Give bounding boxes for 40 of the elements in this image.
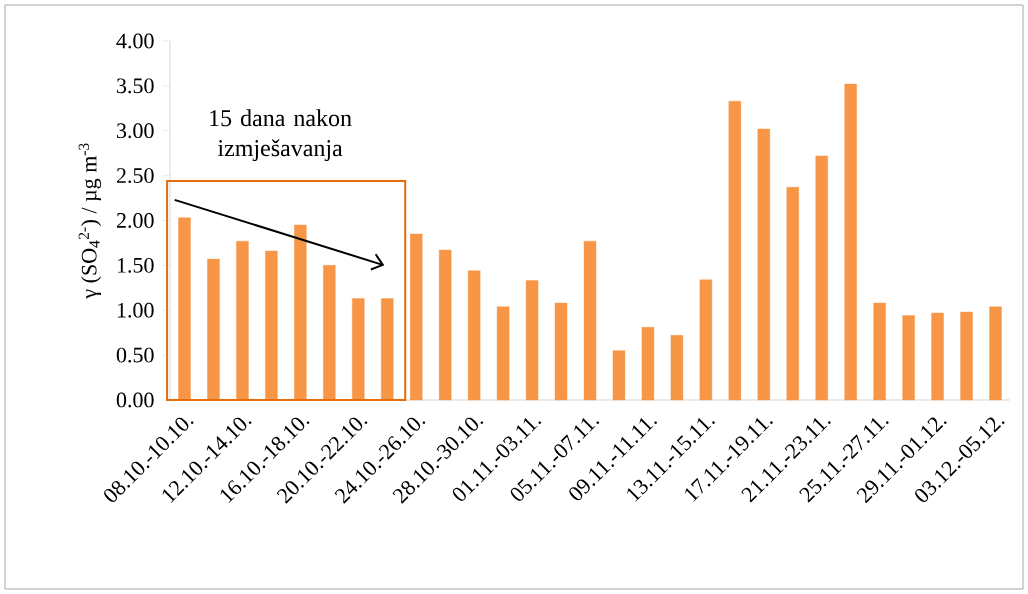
y-tick-label: 4.00 [116, 33, 154, 49]
bar [670, 335, 684, 401]
bar [612, 350, 626, 401]
y-tick-label: 2.00 [116, 213, 154, 228]
bar [902, 315, 915, 401]
bar [989, 306, 1002, 401]
bar [525, 280, 539, 401]
annotation: 15 dana nakon izmješavanja [210, 109, 352, 162]
y-tick-label: 3.50 [117, 78, 154, 94]
bar [960, 311, 973, 401]
y-tick-label: 3.00 [117, 123, 154, 139]
bar [583, 240, 597, 401]
bar [873, 302, 886, 401]
bar [467, 270, 481, 401]
bar [728, 100, 742, 401]
y-tick-label: 1.50 [117, 257, 154, 273]
bar [699, 279, 713, 401]
y-tick-label: 0.00 [116, 392, 154, 408]
bar [815, 155, 828, 401]
bar [641, 327, 655, 401]
bar [757, 128, 770, 401]
y-tick-label: 1.00 [117, 302, 154, 318]
y-axis-title: γ (SO$_{4}$$^{2-}$) / µg m$^{-3}$ [78, 143, 102, 299]
bar [178, 217, 191, 401]
y-tick-label: 2.50 [116, 168, 154, 184]
bar [236, 240, 249, 401]
bar [381, 298, 394, 401]
y-tick-label: 0.50 [116, 347, 154, 363]
bar [265, 250, 278, 401]
bar [352, 298, 365, 401]
bar [410, 233, 423, 401]
bar [786, 187, 799, 401]
bar [554, 302, 568, 401]
bar [294, 224, 307, 401]
bar [438, 249, 452, 401]
bar [496, 306, 510, 401]
bar [323, 265, 336, 401]
bar [931, 312, 944, 401]
bar [207, 258, 220, 401]
bar [844, 83, 857, 401]
